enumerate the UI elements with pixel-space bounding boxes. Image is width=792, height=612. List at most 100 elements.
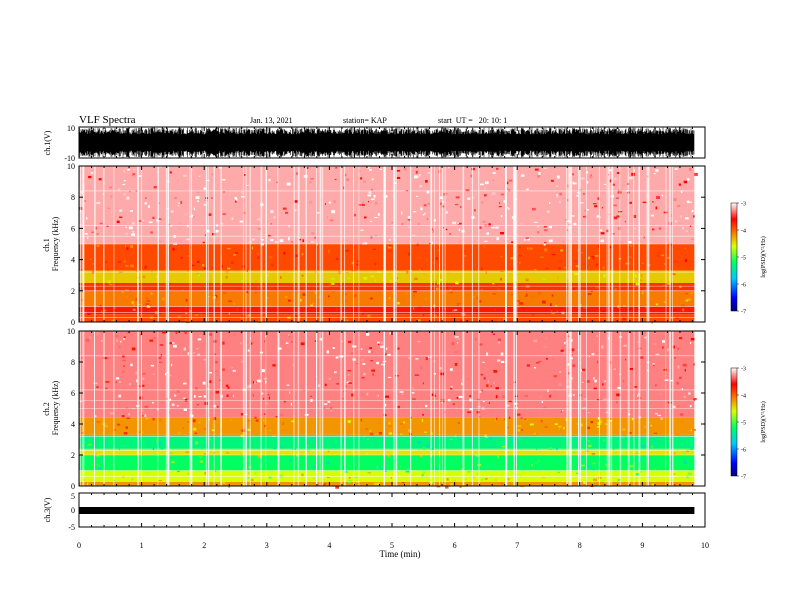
- spectrogram-speckle: [289, 459, 292, 462]
- ch2-ylabel-line1: ch.2: [42, 402, 51, 416]
- spectrogram-speckle: [465, 189, 470, 192]
- spectrogram-speckle: [456, 302, 461, 306]
- spectrogram-speckle: [177, 202, 181, 204]
- spectrogram-speckle: [225, 382, 228, 385]
- spectrogram-speckle: [203, 204, 207, 206]
- spectrogram-speckle: [421, 473, 424, 477]
- spectrogram-speckle: [111, 319, 114, 321]
- spectrogram-speckle: [135, 298, 138, 301]
- spectrogram-speckle: [472, 196, 475, 199]
- spectrogram-speckle: [418, 256, 421, 259]
- spectrogram-speckle: [538, 299, 541, 301]
- spectrogram-speckle: [226, 451, 230, 454]
- spectrogram-speckle: [155, 439, 159, 443]
- spectrogram-speckle: [328, 201, 331, 204]
- spectrogram-speckle: [272, 336, 274, 338]
- spectrogram-speckle: [226, 394, 229, 397]
- spectrogram-speckle: [639, 356, 644, 359]
- spectrogram-speckle: [650, 298, 654, 301]
- spectrogram-speckle: [411, 392, 415, 394]
- spectrogram-speckle: [211, 266, 215, 269]
- spectrogram-speckle: [341, 340, 343, 343]
- spectrogram-speckle: [125, 245, 127, 248]
- spectrogram-speckle: [318, 384, 321, 388]
- spectrogram-speckle: [281, 288, 283, 291]
- spectrogram-speckle: [563, 426, 565, 430]
- spectrogram-speckle: [498, 319, 501, 322]
- spectrogram-speckle: [497, 288, 500, 291]
- spectrogram-speckle: [493, 382, 495, 384]
- spectrogram-speckle: [526, 364, 530, 367]
- spectrogram-speckle: [679, 376, 682, 379]
- spectrogram-speckle: [426, 259, 428, 262]
- spectrogram-speckle: [508, 400, 512, 403]
- spectrogram-speckle: [524, 418, 527, 420]
- spectrogram-speckle: [661, 194, 663, 197]
- spectrogram-speckle: [311, 241, 315, 243]
- spectrogram-speckle: [667, 256, 670, 259]
- spectrogram-speckle: [203, 267, 207, 270]
- spectrogram-speckle: [672, 345, 675, 349]
- ytick-label: 4: [71, 420, 75, 429]
- spectrogram-speckle: [541, 476, 546, 479]
- spectrogram-speckle: [424, 212, 426, 215]
- spectrogram-speckle: [678, 183, 681, 186]
- spectrogram-band-4: [79, 434, 695, 449]
- spectrogram-speckle: [679, 285, 682, 288]
- spectrogram-speckle: [314, 236, 317, 239]
- spectrogram-speckle: [346, 381, 350, 384]
- spectrogram-speckle: [483, 392, 486, 394]
- spectrogram-speckle: [450, 291, 453, 294]
- spectrogram-speckle: [588, 412, 590, 414]
- spectrogram-speckle: [145, 418, 149, 420]
- spectrogram-speckle: [543, 243, 546, 246]
- spectrogram-speckle: [103, 309, 107, 312]
- spectrogram-speckle: [358, 170, 361, 172]
- spectrogram-speckle: [410, 475, 413, 477]
- spectrogram-speckle: [184, 398, 188, 402]
- spectrogram-speckle: [386, 347, 388, 350]
- spectrogram-speckle: [250, 342, 253, 345]
- spectrogram-speckle: [599, 418, 602, 421]
- spectrogram-speckle: [204, 187, 207, 190]
- spectrogram-speckle: [506, 477, 510, 481]
- spectrogram-speckle: [412, 398, 416, 401]
- spectrogram-speckle: [330, 281, 335, 285]
- spectrogram-speckle: [583, 307, 587, 310]
- spectrogram-speckle: [591, 353, 595, 355]
- spectrogram-speckle: [345, 293, 347, 296]
- spectrogram-speckle: [399, 391, 404, 393]
- spectrogram-speckle: [142, 219, 144, 222]
- spectrogram-speckle: [142, 384, 145, 387]
- spectrogram-speckle: [169, 171, 172, 174]
- spectrogram-speckle: [266, 220, 268, 222]
- spectrogram-speckle: [439, 196, 443, 199]
- xtick-label: 4: [327, 541, 331, 550]
- spectrogram-speckle: [116, 423, 121, 426]
- spectrogram-speckle: [662, 346, 664, 349]
- spectrogram-speckle: [533, 221, 538, 223]
- spectrogram-speckle: [565, 219, 568, 221]
- spectrogram-speckle: [345, 250, 349, 252]
- spectrogram-speckle: [290, 451, 292, 453]
- spectrogram-speckle: [123, 336, 126, 338]
- spectrogram-speckle: [519, 246, 521, 249]
- spectrogram-speckle: [631, 172, 635, 176]
- spectrogram-speckle: [574, 182, 577, 185]
- spectrogram-speckle: [470, 296, 472, 298]
- spectrogram-speckle: [191, 264, 195, 267]
- spectrogram-speckle: [342, 313, 345, 317]
- spectrogram-speckle: [158, 418, 162, 422]
- colorbar-label: log(PSD)(V²/Hz): [760, 236, 767, 277]
- colorbar-tick-label: -6: [741, 448, 746, 454]
- spectrogram-speckle: [609, 361, 612, 364]
- spectrogram-speckle: [595, 268, 597, 271]
- spectrogram-speckle: [431, 393, 434, 396]
- spectrogram-speckle: [114, 306, 116, 309]
- spectrogram-speckle: [536, 432, 538, 436]
- spectrogram-speckle: [247, 428, 251, 432]
- spectrogram-speckle: [301, 274, 304, 277]
- spectrogram-speckle: [170, 363, 173, 367]
- spectrogram-speckle: [233, 302, 235, 305]
- spectrogram-speckle: [686, 449, 689, 453]
